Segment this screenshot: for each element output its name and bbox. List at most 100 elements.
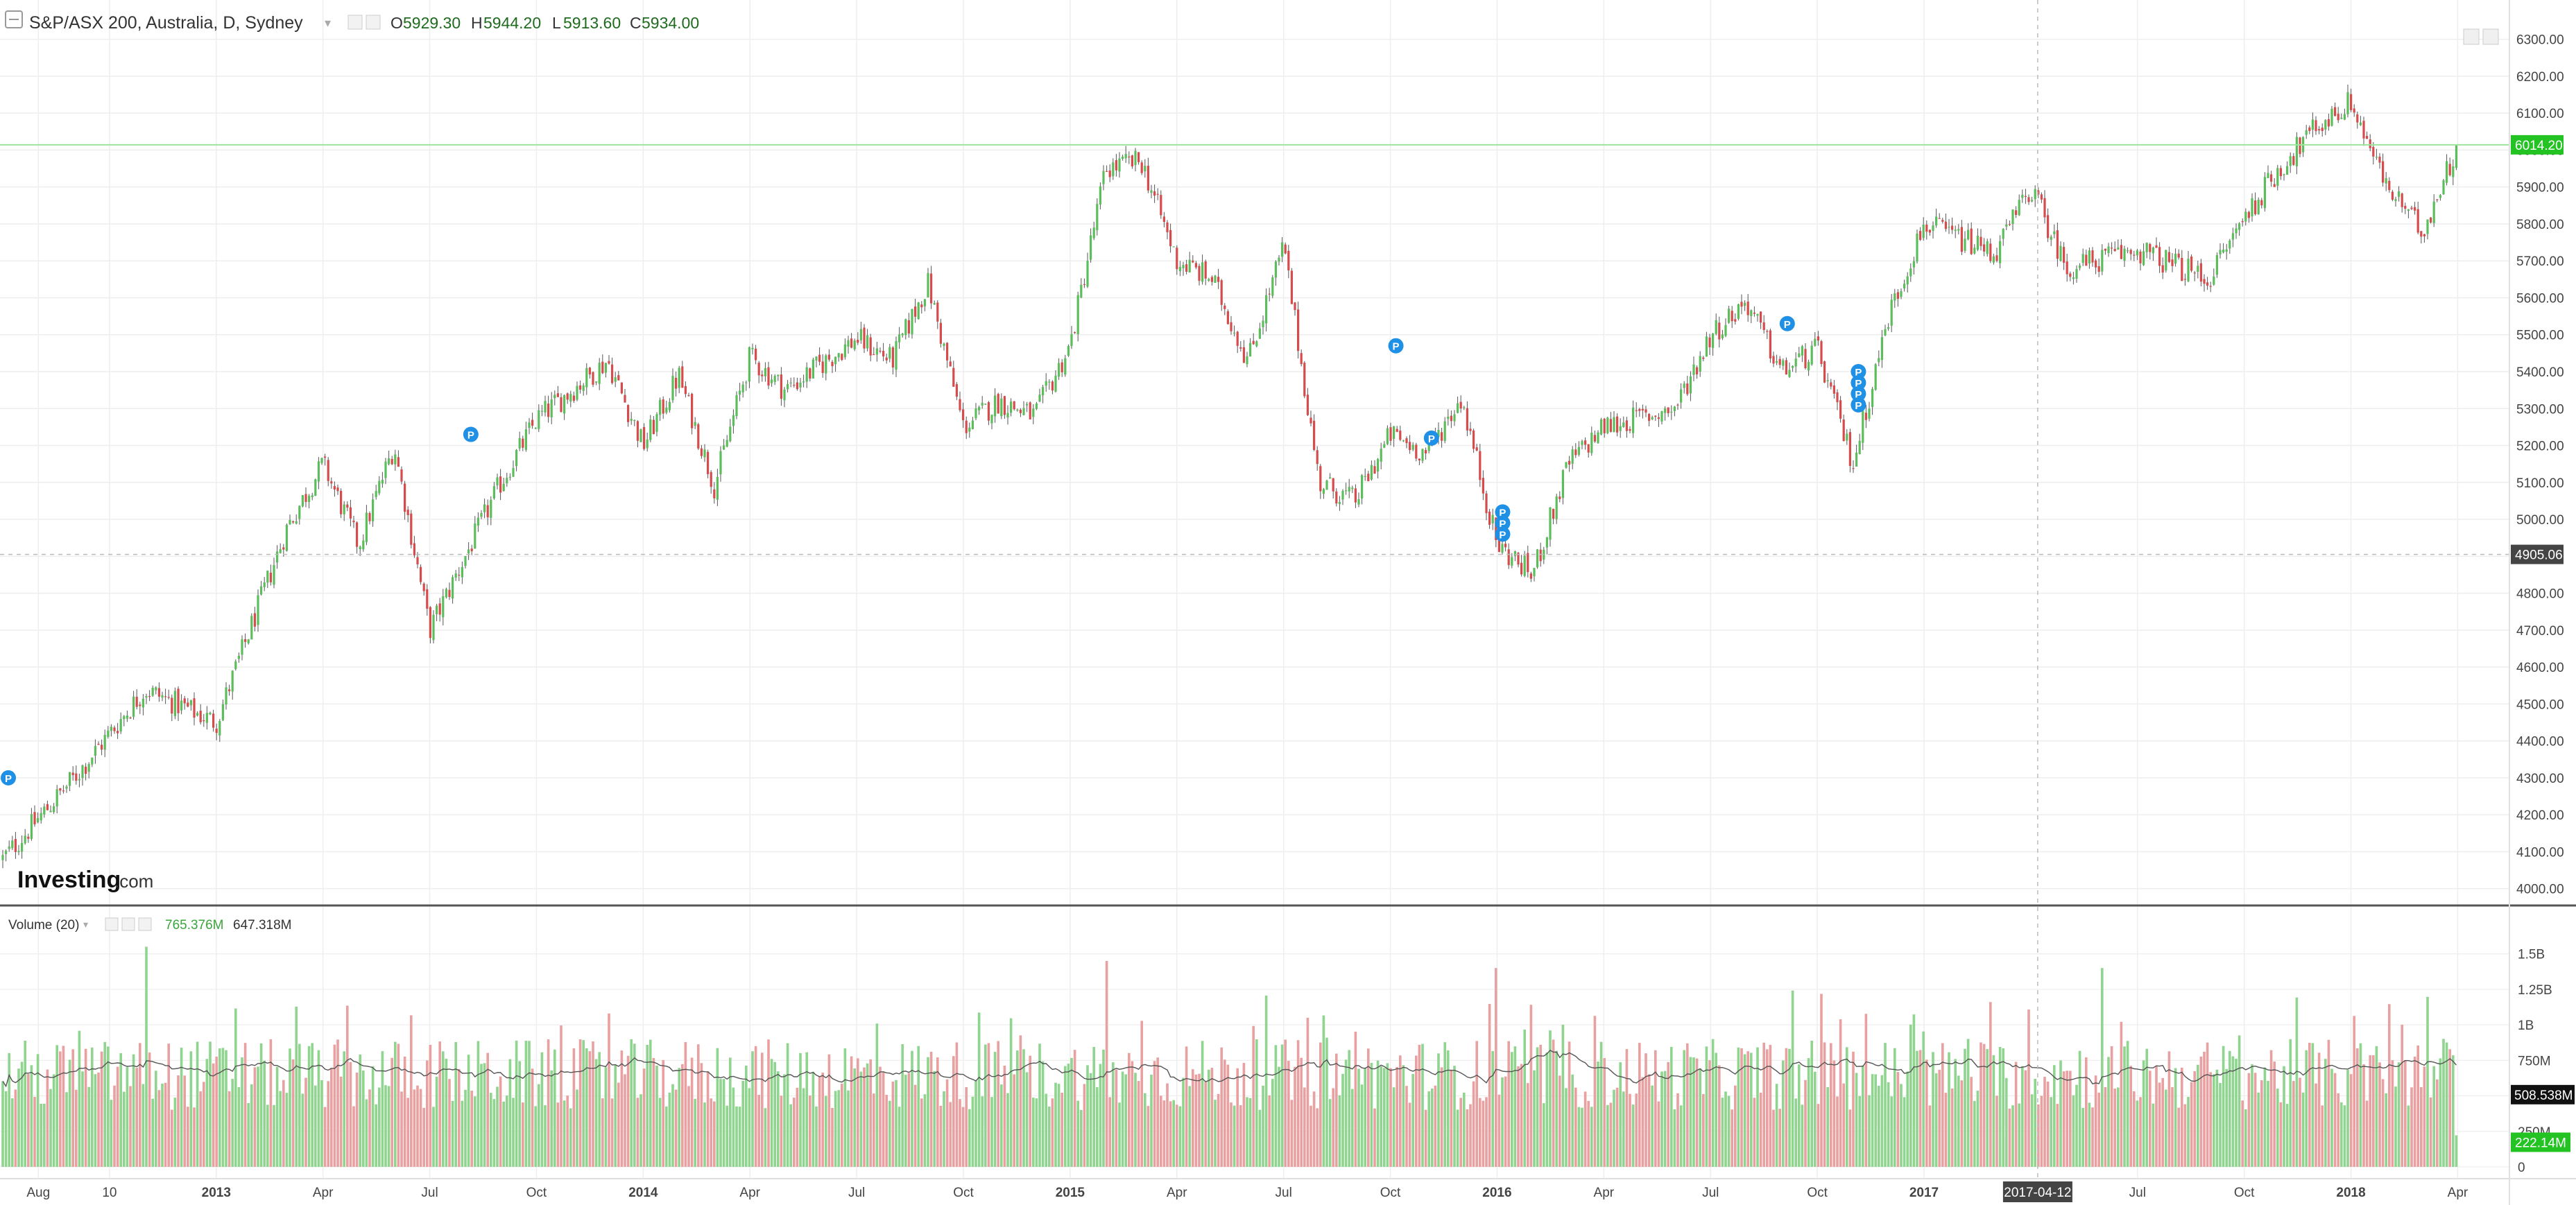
candle (2247, 210, 2250, 223)
candle-body (436, 605, 438, 614)
candle (1357, 492, 1360, 508)
volume-bar (1772, 1109, 1775, 1167)
volume-bar (1341, 1073, 1344, 1167)
candle-body (959, 399, 961, 410)
candle (927, 268, 929, 298)
hide-icon[interactable] (366, 15, 381, 30)
volume-bar (2439, 1058, 2442, 1167)
event-marker[interactable]: P (1, 770, 16, 786)
event-marker[interactable]: P (1851, 397, 1866, 413)
candle-body (1144, 166, 1147, 172)
candle (1922, 217, 1925, 241)
candle-body (1396, 428, 1398, 432)
chevron-down-icon[interactable]: ▾ (83, 919, 88, 930)
event-marker[interactable]: P (463, 426, 479, 442)
event-marker[interactable]: P (1495, 526, 1511, 542)
candle-body (1310, 417, 1312, 424)
volume-bar (751, 1051, 754, 1167)
candle (1574, 443, 1577, 458)
candle-body (1839, 400, 1842, 419)
logo-name: Investing (17, 867, 121, 893)
volume-bar (1631, 1104, 1635, 1167)
candle (1048, 379, 1051, 390)
volume-plot[interactable] (1, 946, 2458, 1167)
crosshair-time-badge: 2017-04-12 (2002, 1181, 2072, 1202)
candle (1262, 315, 1264, 335)
price-tick-label: 4800.00 (2516, 587, 2564, 602)
volume-bar (757, 1095, 760, 1167)
settings-icon[interactable] (105, 917, 119, 931)
volume-bar (275, 1066, 279, 1167)
candle-body (1469, 428, 1472, 431)
candle-body (687, 395, 690, 397)
event-marker[interactable]: P (1495, 504, 1511, 520)
candle (1083, 278, 1085, 288)
candle-body (595, 381, 598, 383)
candle (422, 582, 425, 596)
candle (1817, 331, 1819, 346)
candle (834, 356, 837, 372)
event-marker[interactable]: P (1423, 430, 1439, 446)
candle (2279, 165, 2282, 180)
volume-bar (1466, 1109, 1469, 1167)
candle-body (1619, 426, 1622, 431)
price-plot[interactable] (1, 84, 2457, 869)
candle-body (1504, 544, 1507, 548)
volume-bar (671, 1084, 674, 1167)
candle-body (2420, 231, 2423, 237)
volume-bar (949, 1102, 952, 1167)
event-marker[interactable]: P (1851, 364, 1866, 379)
candle-body (930, 273, 933, 304)
volume-bar (1916, 1050, 1918, 1167)
candle (1597, 430, 1599, 444)
candle-body (388, 458, 390, 465)
candle-body (863, 327, 866, 349)
price-tick-label: 4200.00 (2516, 808, 2564, 823)
volume-bar (594, 1059, 598, 1167)
event-marker[interactable]: P (1851, 374, 1866, 390)
event-marker[interactable]: P (1495, 515, 1511, 531)
hide-icon[interactable] (121, 917, 135, 931)
volume-bar (2008, 1108, 2011, 1167)
candle-body (1925, 224, 1928, 232)
candle-body (1463, 407, 1466, 408)
candle-body (324, 456, 327, 458)
volume-bar (177, 1075, 180, 1167)
volume-bar (301, 1093, 304, 1167)
candle (476, 512, 479, 532)
price-tick-label: 5900.00 (2516, 181, 2564, 196)
candle (43, 803, 46, 818)
pane-up-icon[interactable] (2463, 28, 2480, 45)
event-marker[interactable]: P (1851, 385, 1866, 401)
event-marker[interactable]: P (1779, 315, 1795, 331)
event-marker[interactable]: P (1388, 338, 1404, 354)
candle-body (1003, 396, 1006, 415)
crosshair-price-bg (2511, 544, 2564, 564)
volume-bar (1325, 1037, 1328, 1167)
candle (1217, 268, 1220, 289)
candle (2308, 125, 2311, 135)
volume-bar (1415, 1055, 1418, 1167)
volume-bar (544, 1105, 547, 1167)
candle-body (1622, 422, 1625, 427)
candle-body (1124, 154, 1127, 159)
settings-icon[interactable] (347, 15, 363, 30)
volume-bar (451, 1100, 454, 1167)
candle-body (2394, 199, 2397, 201)
volume-bar (1092, 1046, 1095, 1167)
close-icon[interactable] (138, 917, 152, 931)
pane-maximize-icon[interactable] (2482, 28, 2499, 45)
candle (608, 355, 610, 365)
candle-body (2283, 174, 2285, 175)
candle-body (413, 543, 415, 556)
candle-body (1545, 537, 1548, 548)
price-axis[interactable]: 6300.006200.006100.006000.005900.005800.… (2511, 33, 2564, 897)
candle-body (1941, 220, 1944, 222)
candle-body (2343, 114, 2346, 120)
candle (882, 343, 885, 361)
chevron-down-icon[interactable]: ▾ (325, 16, 331, 30)
time-axis[interactable]: Aug 10 2013 Apr Jul Oct 2014 Apr Jul Oct 2015 Apr Ju… (26, 1181, 2468, 1202)
candle (2414, 202, 2416, 215)
candle-body (1657, 417, 1660, 419)
